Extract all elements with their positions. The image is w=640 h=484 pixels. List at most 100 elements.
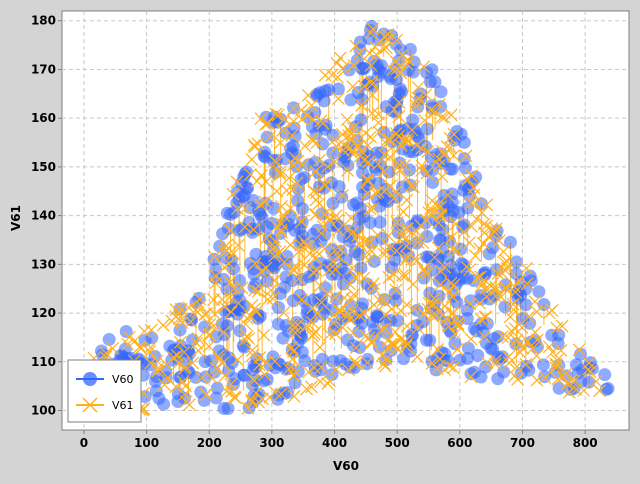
point-v61 bbox=[179, 395, 193, 409]
point-v60 bbox=[185, 313, 199, 327]
point-v60 bbox=[552, 381, 566, 395]
point-v60 bbox=[350, 196, 364, 210]
point-v61 bbox=[432, 158, 446, 172]
point-v60 bbox=[471, 348, 485, 362]
point-v61 bbox=[471, 271, 485, 284]
point-v61 bbox=[505, 324, 518, 338]
point-v60 bbox=[548, 365, 562, 379]
point-v61 bbox=[522, 310, 535, 324]
point-v61 bbox=[353, 308, 366, 322]
point-v61 bbox=[480, 356, 494, 369]
x-tick-label: 500 bbox=[385, 436, 410, 450]
point-v61 bbox=[388, 325, 402, 339]
point-v61 bbox=[377, 247, 391, 261]
point-v61 bbox=[365, 74, 379, 88]
point-v61 bbox=[365, 245, 379, 258]
point-v61 bbox=[520, 277, 534, 291]
point-v61 bbox=[407, 180, 420, 194]
point-v60 bbox=[420, 122, 434, 136]
point-v61 bbox=[545, 303, 559, 317]
point-v61 bbox=[427, 297, 441, 311]
legend-marker-v60 bbox=[83, 372, 97, 386]
point-v61 bbox=[410, 254, 424, 267]
point-v61 bbox=[288, 259, 302, 273]
point-v61 bbox=[492, 234, 506, 248]
point-v60 bbox=[377, 125, 391, 139]
point-v60 bbox=[295, 229, 309, 243]
point-v61 bbox=[438, 148, 451, 162]
point-v61 bbox=[227, 282, 241, 295]
point-v61 bbox=[473, 242, 487, 256]
point-v61 bbox=[254, 112, 268, 126]
point-v61 bbox=[444, 108, 458, 122]
point-v61 bbox=[464, 220, 478, 233]
point-v60 bbox=[519, 298, 533, 312]
point-v61 bbox=[327, 316, 340, 330]
point-v61 bbox=[231, 238, 245, 252]
point-v61 bbox=[450, 244, 464, 258]
x-axis-label: V60 bbox=[333, 459, 359, 473]
point-v61 bbox=[495, 330, 509, 343]
point-v61 bbox=[240, 329, 254, 343]
point-v61 bbox=[345, 292, 359, 306]
point-v61 bbox=[268, 249, 281, 263]
point-v61 bbox=[343, 313, 356, 326]
point-v61 bbox=[191, 305, 205, 319]
point-v61 bbox=[208, 250, 221, 264]
point-v61 bbox=[266, 292, 280, 305]
point-v61 bbox=[297, 235, 311, 249]
point-v60 bbox=[233, 273, 247, 287]
point-v61 bbox=[538, 371, 552, 385]
point-v60 bbox=[406, 65, 420, 79]
point-v61 bbox=[491, 267, 505, 280]
point-v61 bbox=[245, 393, 258, 407]
point-v60 bbox=[536, 358, 550, 372]
point-v61 bbox=[340, 113, 354, 127]
point-v60 bbox=[198, 320, 212, 334]
point-v61 bbox=[428, 105, 442, 119]
point-v61 bbox=[263, 390, 277, 404]
point-v61 bbox=[365, 77, 379, 91]
point-v61 bbox=[317, 177, 331, 191]
point-v61 bbox=[344, 211, 358, 225]
point-v60 bbox=[102, 332, 116, 346]
point-v61 bbox=[502, 350, 516, 364]
point-v61 bbox=[468, 249, 482, 263]
point-v61 bbox=[361, 356, 374, 369]
y-tick-label: 130 bbox=[31, 257, 56, 271]
point-v61 bbox=[302, 365, 315, 379]
point-v61 bbox=[258, 368, 272, 381]
point-v61 bbox=[449, 217, 463, 231]
point-v61 bbox=[396, 230, 410, 244]
point-v61 bbox=[513, 336, 527, 350]
point-v61 bbox=[560, 377, 574, 390]
point-v61 bbox=[345, 304, 359, 318]
y-tick-label: 140 bbox=[31, 209, 56, 223]
point-v61 bbox=[371, 185, 385, 199]
point-v61 bbox=[329, 262, 342, 276]
point-v61 bbox=[225, 385, 239, 398]
point-v60 bbox=[389, 37, 403, 51]
point-v61 bbox=[338, 291, 351, 305]
point-v61 bbox=[260, 356, 273, 370]
point-v61 bbox=[270, 184, 284, 198]
point-v61 bbox=[405, 123, 419, 137]
legend-marker-v61 bbox=[82, 397, 98, 413]
point-v61 bbox=[394, 332, 408, 346]
point-v61 bbox=[450, 342, 464, 356]
point-v60 bbox=[286, 273, 300, 287]
point-v61 bbox=[226, 187, 240, 201]
point-v61 bbox=[313, 279, 327, 293]
x-tick-label: 200 bbox=[197, 436, 222, 450]
point-v61 bbox=[169, 303, 183, 317]
point-v61 bbox=[307, 184, 321, 198]
point-v61 bbox=[191, 332, 205, 346]
point-v61 bbox=[248, 302, 262, 316]
point-v61 bbox=[460, 260, 474, 274]
point-v61 bbox=[203, 318, 217, 331]
point-v61 bbox=[294, 215, 308, 229]
point-v60 bbox=[138, 333, 152, 347]
point-v61 bbox=[244, 309, 258, 323]
point-v60 bbox=[453, 353, 467, 367]
point-v61 bbox=[528, 326, 542, 339]
